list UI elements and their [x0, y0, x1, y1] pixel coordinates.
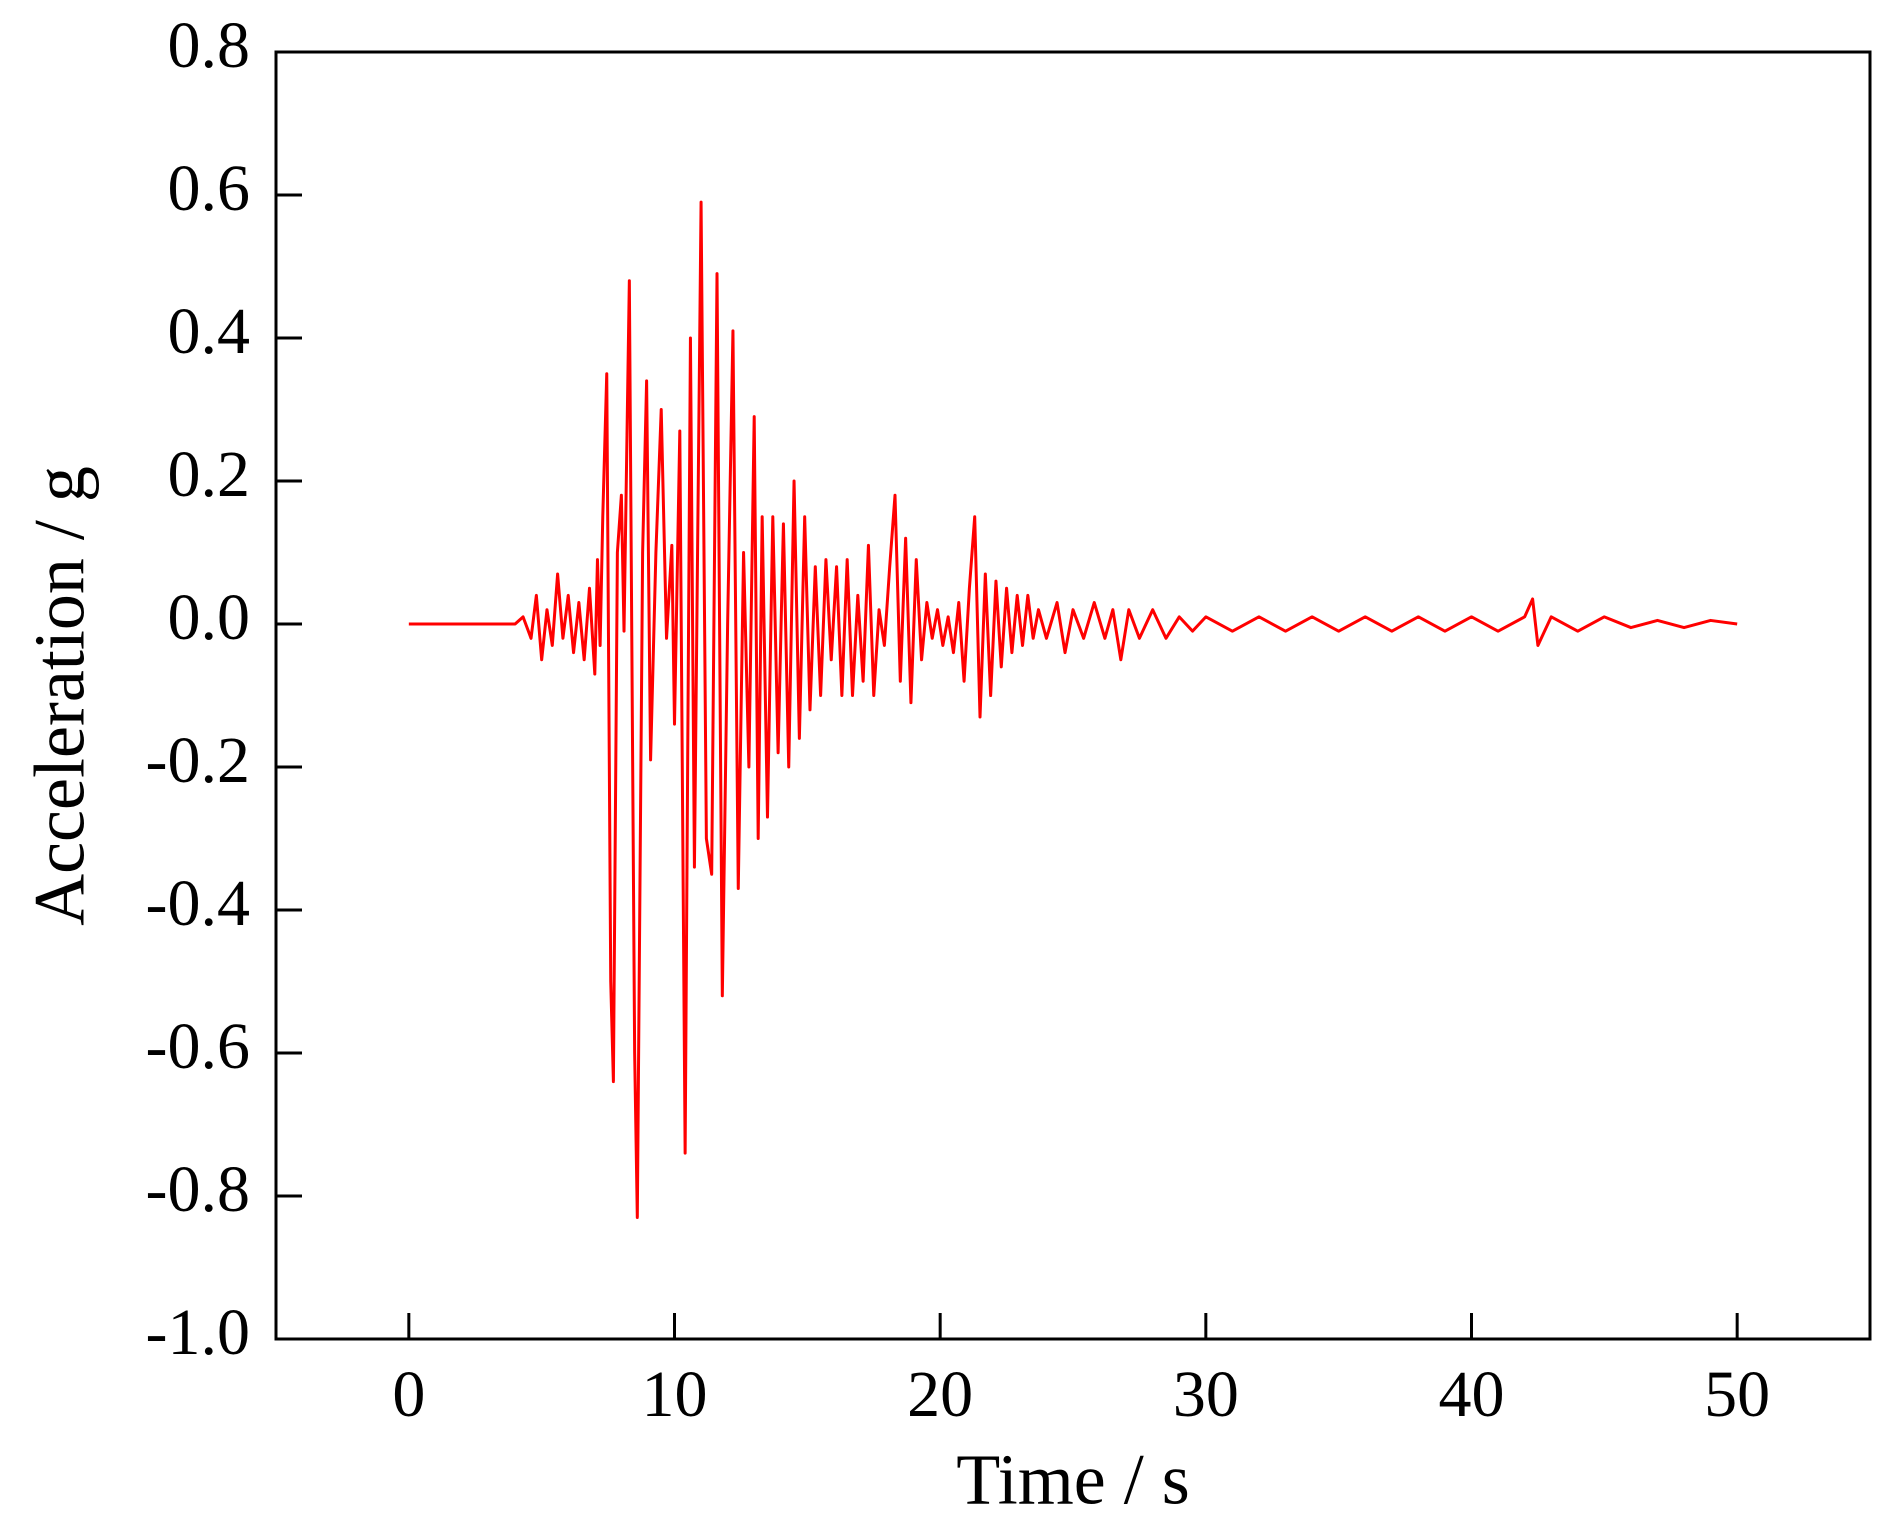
y-tick-label: 0.2: [168, 438, 251, 511]
y-tick-label: 0.0: [168, 581, 251, 654]
y-tick-label: -0.4: [146, 867, 250, 940]
x-axis-title: Time / s: [956, 1440, 1189, 1520]
y-tick-label: -1.0: [146, 1296, 250, 1369]
x-tick-label: 0: [392, 1358, 425, 1431]
x-tick-label: 10: [642, 1358, 708, 1431]
y-tick-label: 0.8: [168, 9, 251, 82]
y-tick-label: 0.6: [168, 152, 251, 225]
y-tick-label: 0.4: [168, 295, 251, 368]
series-line: [408, 200, 1738, 1219]
x-tick-label: 20: [907, 1358, 973, 1431]
x-tick-label: 50: [1704, 1358, 1770, 1431]
y-axis-title: Acceleration / g: [20, 466, 100, 926]
y-tick-label: -0.8: [146, 1153, 250, 1226]
y-tick-label: -0.6: [146, 1010, 250, 1083]
y-tick-label: -0.2: [146, 724, 250, 797]
plot-frame: [274, 50, 1872, 1341]
x-tick-label: 40: [1439, 1358, 1505, 1431]
x-tick-label: 30: [1173, 1358, 1239, 1431]
